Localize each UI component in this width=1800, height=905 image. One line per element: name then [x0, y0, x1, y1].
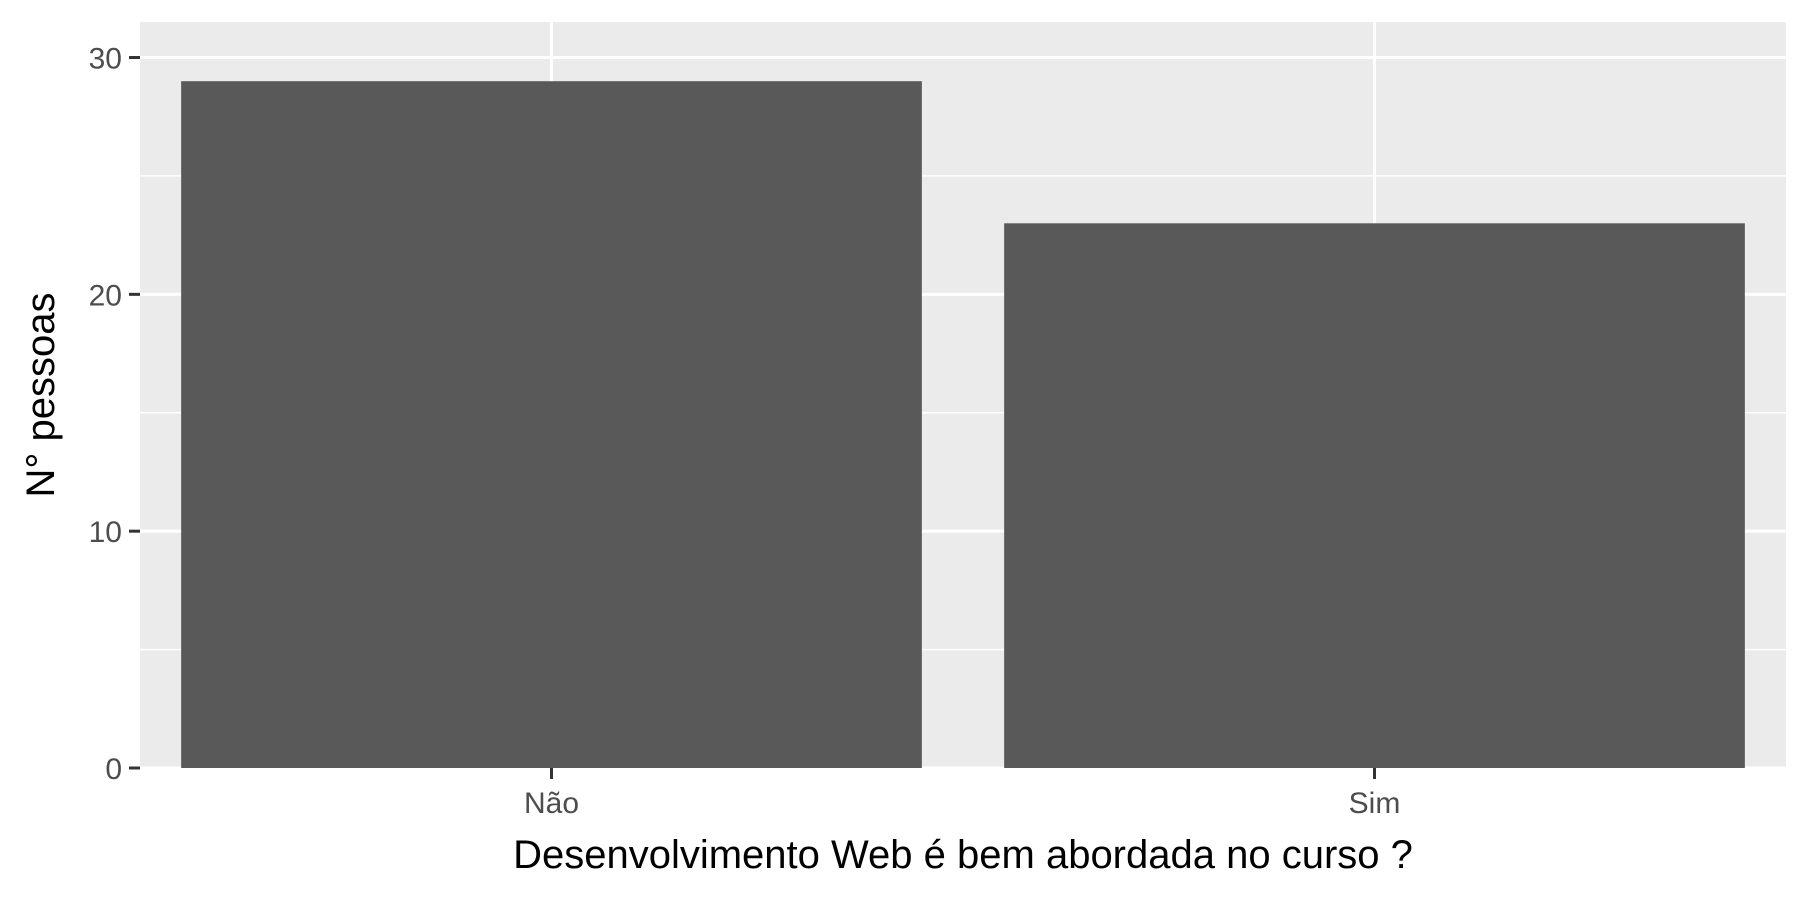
y-axis-title: N° pessoas [19, 293, 63, 498]
x-tick-label: Não [524, 787, 579, 820]
y-tick-label: 10 [89, 516, 122, 549]
bar-nao [181, 81, 922, 768]
x-axis-title: Desenvolvimento Web é bem abordada no cu… [513, 833, 1413, 877]
bars [181, 81, 1745, 769]
axis-ticks: 0 10 20 30 Não Sim [89, 43, 1401, 820]
y-tick-label: 30 [89, 43, 122, 76]
y-tick-label: 0 [105, 753, 122, 786]
y-tick-label: 20 [89, 279, 122, 312]
x-tick-label: Sim [1349, 787, 1401, 820]
bar-sim [1004, 223, 1745, 769]
